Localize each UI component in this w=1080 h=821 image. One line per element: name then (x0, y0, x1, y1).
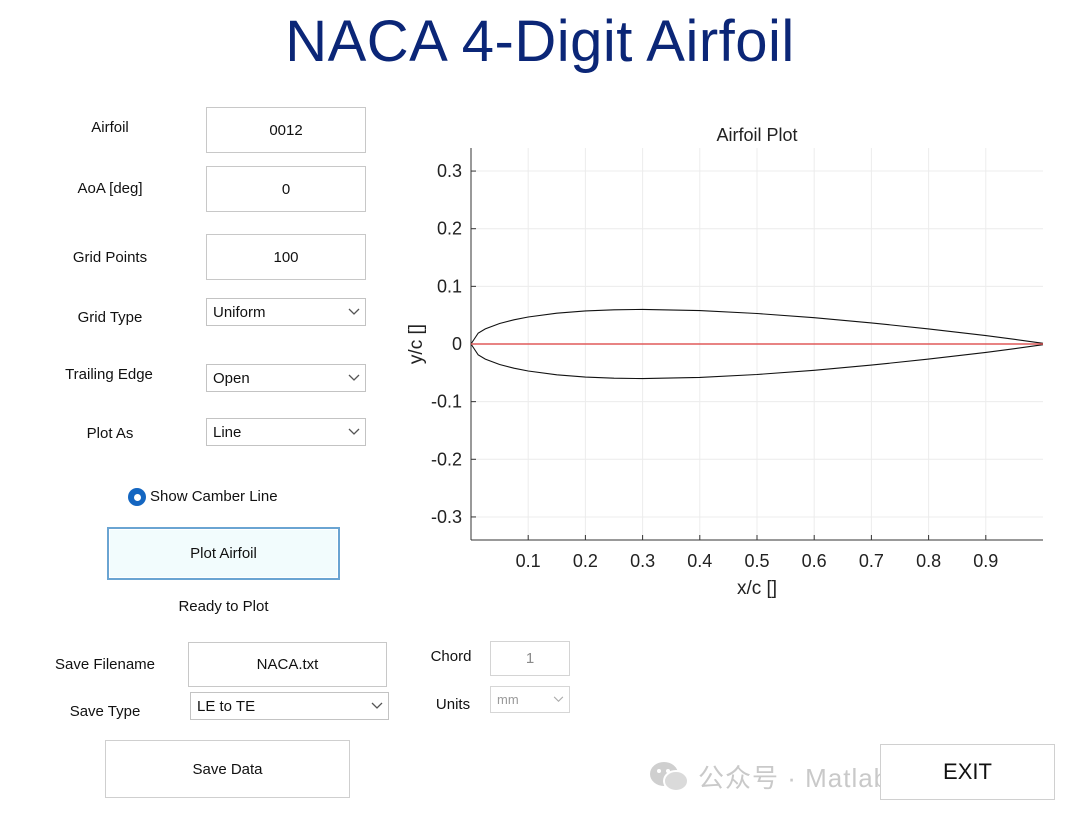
save-data-button[interactable]: Save Data (105, 740, 350, 798)
x-axis-label: x/c [] (737, 578, 777, 599)
x-tick-label: 0.4 (687, 551, 712, 571)
exit-button[interactable]: EXIT (880, 744, 1055, 800)
x-tick-label: 0.1 (516, 551, 541, 571)
chord-label: Chord (430, 648, 472, 665)
y-tick-label: -0.2 (431, 449, 462, 469)
x-tick-label: 0.8 (916, 551, 941, 571)
x-tick-label: 0.7 (859, 551, 884, 571)
trailing-edge-label: Trailing Edge (65, 366, 153, 383)
camber-line-radio[interactable] (128, 488, 146, 506)
status-text: Ready to Plot (178, 598, 269, 615)
series-upper-line (470, 308, 1044, 345)
y-tick-label: -0.1 (431, 392, 462, 412)
series-lower-line (470, 343, 1044, 380)
wechat-icon (650, 761, 689, 792)
camber-line-label[interactable]: Show Camber Line (150, 488, 278, 505)
airfoil-plot[interactable]: Airfoil Plot 0.1 0.2 0.3 0.4 0.5 0.6 0.7 0.8 0.9… (400, 120, 1060, 610)
grid-type-dropdown[interactable]: Uniform (206, 298, 366, 326)
y-tick-label: 0 (452, 334, 462, 354)
radio-dot (133, 493, 141, 501)
chord-input[interactable]: 1 (490, 641, 570, 676)
grid-points-input[interactable]: 100 (206, 234, 366, 280)
y-axis-label: y/c [] (406, 324, 427, 364)
chevron-down-icon (343, 419, 365, 445)
grid-type-value: Uniform (213, 303, 266, 321)
y-tick-labels: 0.3 0.2 0.1 0 -0.1 -0.2 -0.3 (431, 161, 462, 527)
x-tick-label: 0.3 (630, 551, 655, 571)
airfoil-label: Airfoil (91, 119, 129, 136)
plot-airfoil-button[interactable]: Plot Airfoil (107, 527, 340, 580)
x-tick-label: 0.2 (573, 551, 598, 571)
chevron-down-icon (366, 693, 388, 719)
plot-as-dropdown[interactable]: Line (206, 418, 366, 446)
plot-as-value: Line (213, 423, 242, 441)
trailing-edge-dropdown[interactable]: Open (206, 364, 366, 392)
plot-series (470, 308, 1044, 380)
aoa-input[interactable]: 0 (206, 166, 366, 212)
x-tick-labels: 0.1 0.2 0.3 0.4 0.5 0.6 0.7 0.8 0.9 (516, 551, 999, 571)
y-tick-label: 0.3 (437, 161, 462, 181)
units-dropdown[interactable]: mm (490, 686, 570, 713)
grid-points-label: Grid Points (72, 249, 148, 266)
save-filename-input[interactable]: NACA.txt (188, 642, 387, 687)
aoa-label: AoA [deg] (77, 180, 143, 197)
y-tick-label: 0.2 (437, 219, 462, 239)
save-filename-label: Save Filename (54, 656, 156, 673)
chevron-down-icon (343, 365, 365, 391)
airfoil-input[interactable]: 0012 (206, 107, 366, 153)
plot-as-label: Plot As (86, 425, 134, 442)
trailing-edge-value: Open (213, 369, 250, 387)
grid-type-label: Grid Type (77, 309, 143, 326)
y-tick-label: 0.1 (437, 276, 462, 296)
y-tick-label: -0.3 (431, 507, 462, 527)
units-value: mm (497, 692, 519, 707)
x-tick-label: 0.9 (973, 551, 998, 571)
x-tick-label: 0.5 (744, 551, 769, 571)
save-type-dropdown[interactable]: LE to TE (190, 692, 389, 720)
save-type-label: Save Type (69, 703, 141, 720)
x-tick-label: 0.6 (802, 551, 827, 571)
chevron-down-icon (547, 687, 569, 712)
app-title: NACA 4-Digit Airfoil (285, 9, 795, 74)
plot-title: Airfoil Plot (716, 125, 797, 145)
chevron-down-icon (343, 299, 365, 325)
save-type-value: LE to TE (197, 697, 256, 715)
units-label: Units (435, 696, 471, 713)
